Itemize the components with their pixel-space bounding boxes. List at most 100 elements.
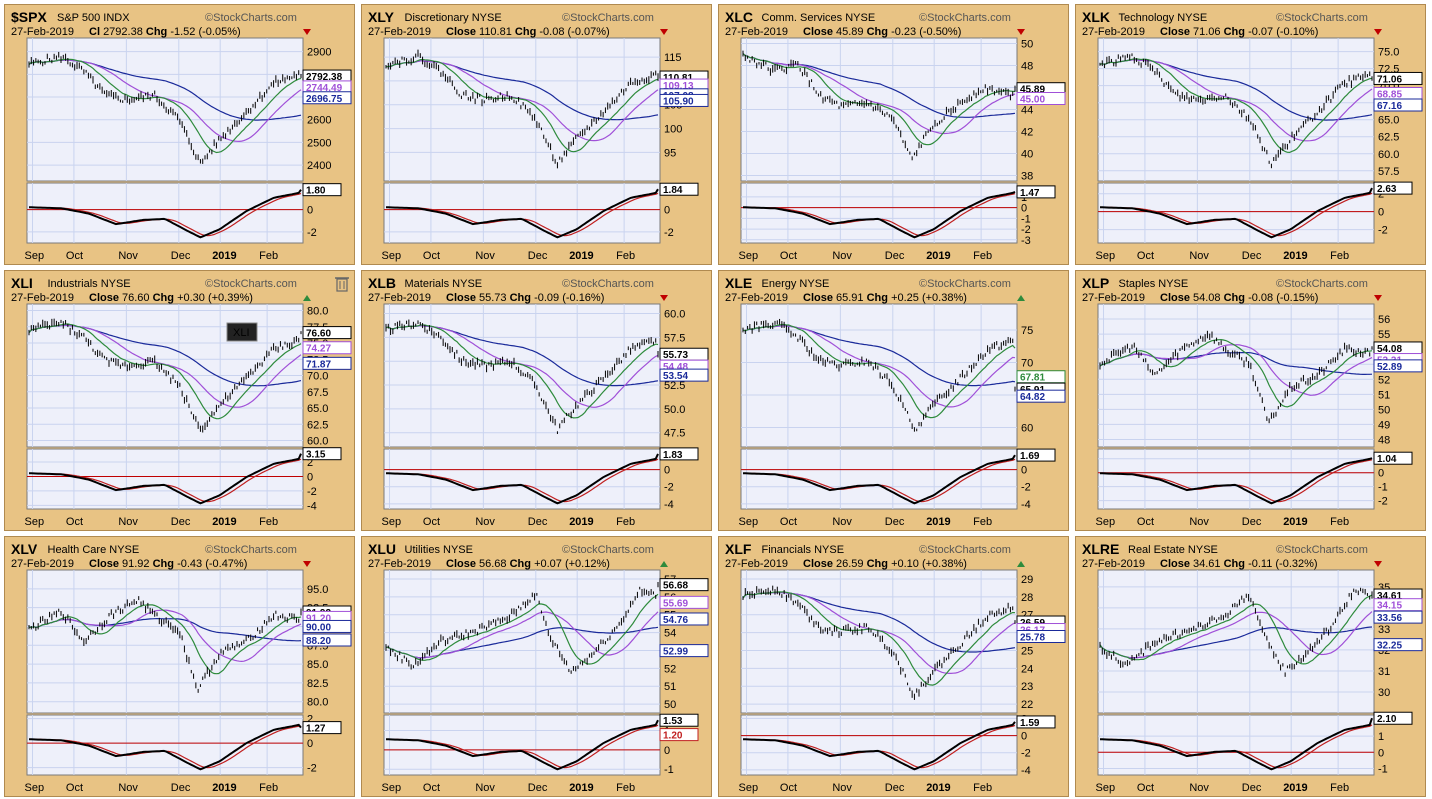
x-tick-label: 2019 [569, 250, 593, 262]
x-tick-label: Nov [832, 782, 852, 794]
macd-value-label: 1.27 [302, 721, 342, 735]
price-value-label: 90.00 [302, 619, 352, 633]
copyright-label: ©StockCharts.com [562, 12, 654, 24]
chart-name: Financials NYSE [762, 544, 845, 556]
close-label: Close [446, 558, 479, 570]
macd-value-text: 1.27 [306, 724, 326, 735]
macd-line [743, 454, 1016, 505]
close-change-line: Close 71.06 Chg -0.07 (-0.10%) [1160, 26, 1318, 38]
annotation-box: XLI [226, 322, 258, 342]
trash-icon[interactable] [335, 277, 349, 292]
chart-symbol: XLU [368, 541, 396, 557]
macd-plot-area [26, 182, 304, 244]
x-tick-label: 2019 [212, 516, 236, 528]
close-label: Close [89, 292, 122, 304]
price-value-label: 2792.38 [302, 69, 352, 83]
chart-name: Energy NYSE [762, 278, 830, 290]
macd-tick-label: -1 [1378, 764, 1388, 776]
chart-svg: 60.057.555.052.550.047.50-2-4XLBMaterial… [368, 275, 709, 528]
y-tick-label: 60 [1021, 423, 1033, 435]
price-value-label: 76.60 [302, 326, 352, 340]
chart-svg: 80.077.575.072.570.067.565.062.560.020-2… [11, 275, 352, 528]
chg-value: +0.10 (+0.38%) [891, 558, 967, 570]
price-plot-area [383, 569, 661, 714]
copyright-label: ©StockCharts.com [205, 12, 297, 24]
y-tick-label: 75 [1021, 325, 1033, 337]
x-tick-label: Sep [382, 516, 402, 528]
x-tick-label: 2019 [569, 782, 593, 794]
macd-tick-label: -2 [307, 763, 317, 775]
chart-date: 27-Feb-2019 [368, 26, 431, 38]
close-value: 2792.38 [103, 26, 146, 38]
y-tick-label: 25 [1021, 645, 1033, 657]
x-tick-label: Oct [423, 516, 440, 528]
macd-tick-label: 0 [1378, 747, 1384, 759]
macd-tick-label: -4 [1021, 499, 1031, 511]
chart-name: Materials NYSE [405, 278, 483, 290]
x-tick-label: Sep [382, 782, 402, 794]
price-value-label: 67.16 [1373, 98, 1423, 112]
price-value-label: 56.68 [659, 578, 709, 592]
price-value-text: 55.69 [663, 598, 688, 609]
y-tick-label: 24 [1021, 663, 1033, 675]
y-tick-label: 70.0 [307, 371, 328, 383]
chg-label: Chg [510, 292, 534, 304]
chart-symbol: XLK [1082, 9, 1110, 25]
copyright-label: ©StockCharts.com [205, 278, 297, 290]
chg-label: Chg [1224, 558, 1248, 570]
x-tick-label: Sep [739, 250, 759, 262]
close-change-line: Close 55.73 Chg -0.09 (-0.16%) [446, 292, 604, 304]
ma50-line [1099, 338, 1373, 408]
close-value: 110.81 [479, 26, 515, 38]
macd-plot-area [383, 448, 661, 510]
up-arrow-icon [1017, 295, 1025, 301]
macd-tick-label: -4 [307, 500, 317, 512]
y-tick-label: 80.0 [307, 306, 328, 318]
x-tick-label: Oct [423, 782, 440, 794]
x-tick-label: 2019 [926, 250, 950, 262]
macd-value-text: 1.04 [1377, 454, 1397, 465]
close-value: 56.68 [479, 558, 510, 570]
price-value-text: 2696.75 [306, 94, 343, 105]
price-value-label: 88.20 [302, 633, 352, 647]
chart-svg: 75.072.570.067.565.062.560.057.520-2XLKT… [1082, 9, 1423, 262]
macd-value-text: 1.84 [663, 185, 683, 196]
chart-svg: 95.092.590.087.585.082.580.020-2XLVHealt… [11, 541, 352, 794]
price-bars [28, 51, 302, 164]
ma50-line [385, 58, 659, 153]
price-value-text: 32.25 [1377, 641, 1402, 652]
close-label: Close [446, 26, 479, 38]
price-value-label: 109.13 [659, 78, 709, 92]
y-tick-label: 115 [664, 52, 682, 64]
macd-tick-label: -2 [1021, 748, 1031, 760]
close-label: Cl [89, 26, 103, 38]
macd-tick-label: -1 [1378, 482, 1388, 494]
price-value-label: 71.87 [302, 356, 352, 370]
macd-tick-label: 0 [1021, 465, 1027, 477]
x-tick-label: Sep [1096, 250, 1116, 262]
y-tick-label: 60.0 [1378, 149, 1399, 161]
down-arrow-icon [1374, 295, 1382, 301]
ma50-line [742, 591, 1016, 686]
chart-date: 27-Feb-2019 [1082, 26, 1145, 38]
close-value: 54.08 [1193, 292, 1224, 304]
macd-line [1100, 457, 1373, 505]
price-value-label: 55.69 [659, 595, 709, 609]
down-arrow-icon [660, 295, 668, 301]
x-tick-label: Sep [739, 516, 759, 528]
chart-date: 27-Feb-2019 [725, 292, 788, 304]
macd-tick-label: 2 [307, 714, 313, 726]
price-value-label: 34.15 [1373, 598, 1423, 612]
y-tick-label: 44 [1021, 105, 1033, 117]
copyright-label: ©StockCharts.com [205, 544, 297, 556]
close-value: 45.89 [836, 26, 867, 38]
ma50-line [742, 53, 1016, 146]
chg-label: Chg [146, 26, 170, 38]
